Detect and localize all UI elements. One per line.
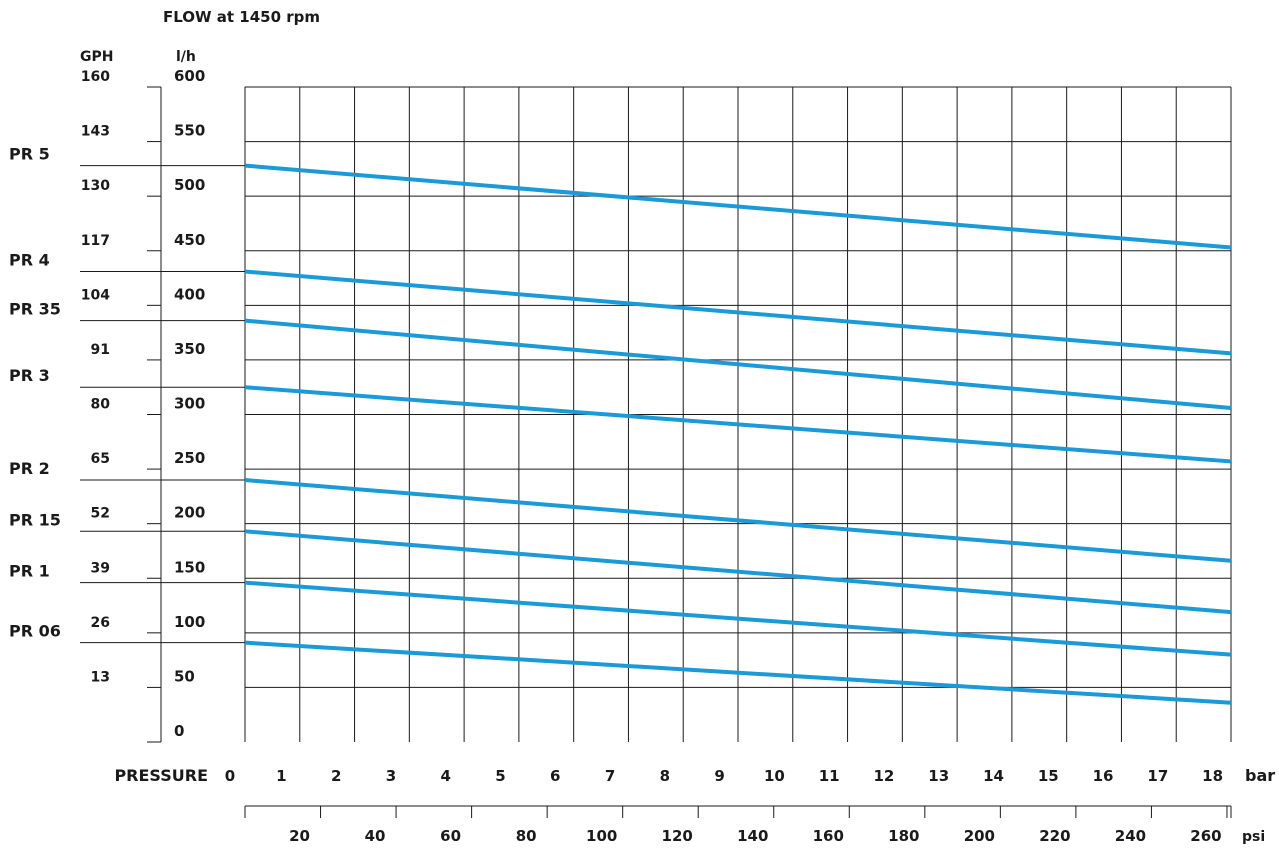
bar-tick-label: 14 <box>983 767 1004 785</box>
series-label: PR 2 <box>9 459 50 478</box>
lh-tick-label: 500 <box>174 176 205 194</box>
series-label: PR 06 <box>9 622 61 641</box>
series-line <box>244 269 1232 356</box>
lh-tick-label: 550 <box>174 122 205 140</box>
gph-tick-label: 52 <box>91 506 110 522</box>
series-line <box>244 318 1232 410</box>
psi-unit-label: psi <box>1242 829 1265 845</box>
bar-tick-label: 4 <box>441 767 451 785</box>
bar-tick-label: 13 <box>928 767 949 785</box>
bar-tick-label: 9 <box>714 767 724 785</box>
bar-tick-label: 0 <box>225 767 235 785</box>
lh-tick-label: 300 <box>174 395 205 413</box>
psi-tick-label: 120 <box>662 827 693 845</box>
lh-tick-label: 50 <box>174 667 195 685</box>
series-line <box>244 640 1232 705</box>
series-line <box>244 529 1232 615</box>
gph-axis-unit: GPH <box>80 49 113 65</box>
lh-tick-label: 200 <box>174 504 205 522</box>
lh-tick-label: 0 <box>174 722 184 740</box>
series-line <box>244 163 1232 250</box>
series-label: PR 15 <box>9 510 61 529</box>
bar-tick-label: 11 <box>819 767 840 785</box>
gph-tick-label: 91 <box>91 342 110 358</box>
tick-labels: 0501001502002503003504004505005506001601… <box>9 67 1223 845</box>
series-line <box>244 580 1232 657</box>
bar-tick-label: 6 <box>550 767 560 785</box>
bar-tick-label: 8 <box>660 767 670 785</box>
gph-tick-label: 104 <box>81 287 110 303</box>
series-label: PR 1 <box>9 562 50 581</box>
psi-tick-label: 200 <box>964 827 995 845</box>
bar-tick-label: 18 <box>1202 767 1223 785</box>
bar-tick-label: 16 <box>1093 767 1114 785</box>
bar-tick-label: 1 <box>276 767 286 785</box>
lh-tick-label: 350 <box>174 340 205 358</box>
bar-tick-label: 5 <box>495 767 505 785</box>
bar-tick-label: 2 <box>331 767 341 785</box>
lh-axis-unit: l/h <box>176 49 196 65</box>
gph-tick-label: 160 <box>81 69 110 85</box>
chart-title: FLOW at 1450 rpm <box>163 8 320 26</box>
bar-tick-label: 17 <box>1147 767 1168 785</box>
gph-tick-label: 65 <box>91 451 110 467</box>
gph-tick-label: 143 <box>81 124 110 140</box>
gph-tick-label: 130 <box>81 178 110 194</box>
psi-tick-label: 260 <box>1190 827 1221 845</box>
lh-tick-label: 600 <box>174 67 205 85</box>
series-label: PR 5 <box>9 145 50 164</box>
psi-tick-label: 20 <box>289 827 310 845</box>
lh-tick-label: 250 <box>174 449 205 467</box>
series-label: PR 35 <box>9 300 61 319</box>
psi-tick-label: 140 <box>737 827 768 845</box>
psi-tick-label: 40 <box>365 827 386 845</box>
bar-tick-label: 7 <box>605 767 615 785</box>
gph-tick-label: 13 <box>91 669 110 685</box>
lh-tick-label: 450 <box>174 231 205 249</box>
bar-unit-label: bar <box>1245 766 1275 785</box>
series-line <box>244 385 1232 464</box>
gph-tick-label: 39 <box>91 560 110 576</box>
pressure-axis-label: PRESSURE <box>114 766 208 785</box>
gph-tick-label: 117 <box>81 233 110 249</box>
psi-tick-label: 160 <box>813 827 844 845</box>
lh-tick-label: 100 <box>174 613 205 631</box>
bar-tick-label: 12 <box>874 767 895 785</box>
gph-tick-label: 80 <box>91 397 111 413</box>
series-label: PR 3 <box>9 366 50 385</box>
psi-tick-label: 100 <box>586 827 617 845</box>
psi-tick-label: 60 <box>440 827 461 845</box>
psi-tick-label: 80 <box>516 827 537 845</box>
bar-tick-label: 10 <box>764 767 785 785</box>
series-lines <box>244 163 1232 705</box>
bar-tick-label: 3 <box>386 767 396 785</box>
bar-tick-label: 15 <box>1038 767 1059 785</box>
series-label: PR 4 <box>9 250 50 269</box>
psi-tick-label: 220 <box>1039 827 1070 845</box>
axes <box>147 86 1232 818</box>
psi-tick-label: 180 <box>888 827 919 845</box>
lh-tick-label: 400 <box>174 285 205 303</box>
lh-tick-label: 150 <box>174 558 205 576</box>
gph-tick-label: 26 <box>91 615 110 631</box>
psi-tick-label: 240 <box>1115 827 1146 845</box>
series-line <box>244 478 1232 563</box>
